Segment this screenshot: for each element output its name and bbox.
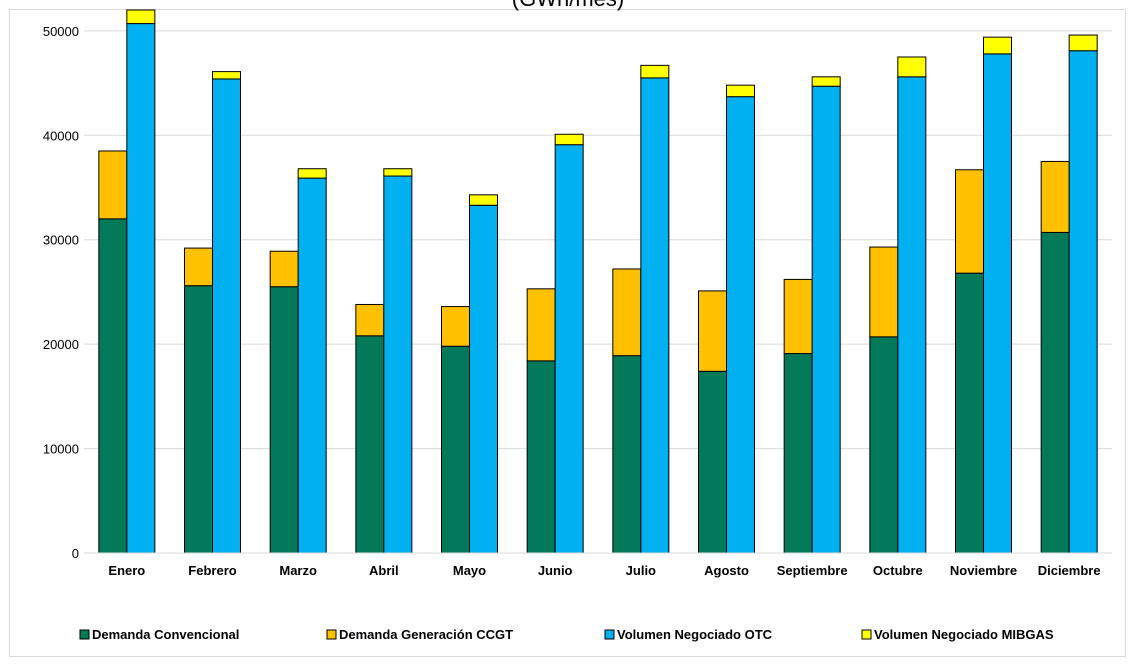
x-category-label: Junio — [538, 563, 573, 578]
x-category-label: Agosto — [704, 563, 749, 578]
legend: Demanda Convencional Demanda Generación C… — [79, 627, 1054, 642]
chart-title: (GWh/mes) — [512, 0, 624, 11]
bar-segment — [897, 76, 927, 554]
bar-segment — [98, 150, 128, 220]
bar-segment — [955, 169, 984, 274]
bar-segment — [184, 285, 213, 554]
bar-segment — [212, 71, 241, 80]
bar-segment — [811, 85, 841, 554]
bar-segment — [1040, 160, 1070, 233]
bar-segment — [983, 53, 1012, 554]
bar-segment — [469, 204, 498, 554]
bars — [98, 9, 1098, 554]
bar-segment — [726, 84, 755, 98]
bar-segment — [811, 76, 841, 87]
bar-segment — [526, 288, 556, 362]
bar-segment — [383, 175, 413, 554]
y-tick-label: 50000 — [43, 24, 79, 39]
bar-segment — [1040, 231, 1070, 554]
y-tick-label: 0 — [72, 546, 79, 561]
legend-swatch — [861, 629, 872, 640]
y-tick-label: 40000 — [43, 128, 79, 143]
x-category-label: Julio — [626, 563, 656, 578]
x-category-label: Febrero — [188, 563, 236, 578]
bar-segment — [441, 306, 470, 347]
bar-segment — [726, 96, 755, 554]
bar-segment — [783, 353, 813, 554]
x-category-label: Septiembre — [777, 563, 848, 578]
x-axis-labels: Enero Febrero Marzo Abril Mayo Junio Julio Agos… — [108, 563, 1100, 578]
x-category-label: Noviembre — [950, 563, 1017, 578]
bar-segment — [698, 370, 727, 554]
legend-swatch — [79, 629, 90, 640]
y-tick-label: 10000 — [43, 442, 79, 457]
bar-segment — [983, 36, 1012, 55]
legend-label: Volumen Negociado MIBGAS — [874, 627, 1054, 642]
legend-swatch — [326, 629, 337, 640]
bar-segment — [640, 64, 670, 79]
bar-segment — [612, 355, 642, 554]
y-tick-label: 30000 — [43, 233, 79, 248]
bar-segment — [1068, 34, 1098, 52]
bar-segment — [126, 9, 156, 25]
legend-swatch — [604, 629, 615, 640]
bar-segment — [554, 133, 584, 146]
bar-segment — [269, 286, 299, 554]
y-axis-ticks: 0 10000 20000 30000 40000 50000 — [43, 24, 79, 561]
bar-segment — [783, 278, 813, 355]
x-category-label: Marzo — [279, 563, 317, 578]
bar-segment — [869, 246, 899, 338]
bar-segment — [698, 290, 727, 372]
bar-segment — [126, 23, 156, 554]
bar-segment — [297, 168, 327, 179]
bar-segment — [897, 56, 927, 78]
bar-segment — [383, 168, 413, 177]
bar-segment — [184, 247, 213, 287]
y-tick-label: 20000 — [43, 337, 79, 352]
x-category-label: Diciembre — [1038, 563, 1101, 578]
bar-segment — [612, 268, 642, 357]
bar-segment — [554, 144, 584, 554]
legend-label: Demanda Convencional — [92, 627, 239, 642]
bar-segment — [526, 360, 556, 554]
bar-segment — [1068, 50, 1098, 554]
bar-segment — [269, 250, 299, 288]
x-category-label: Enero — [108, 563, 145, 578]
bar-segment — [640, 77, 670, 554]
bar-segment — [469, 194, 498, 206]
gridlines — [84, 30, 1112, 450]
bar-segment — [212, 78, 241, 554]
x-category-label: Abril — [369, 563, 399, 578]
legend-label: Volumen Negociado OTC — [617, 627, 773, 642]
bar-segment — [441, 345, 470, 554]
legend-label: Demanda Generación CCGT — [339, 627, 513, 642]
bar-segment — [955, 272, 984, 554]
bar-segment — [869, 336, 899, 554]
bar-segment — [297, 177, 327, 554]
bar-segment — [98, 218, 128, 554]
bar-segment — [355, 303, 385, 337]
bar-segment — [355, 335, 385, 554]
x-category-label: Octubre — [873, 563, 923, 578]
x-category-label: Mayo — [453, 563, 486, 578]
